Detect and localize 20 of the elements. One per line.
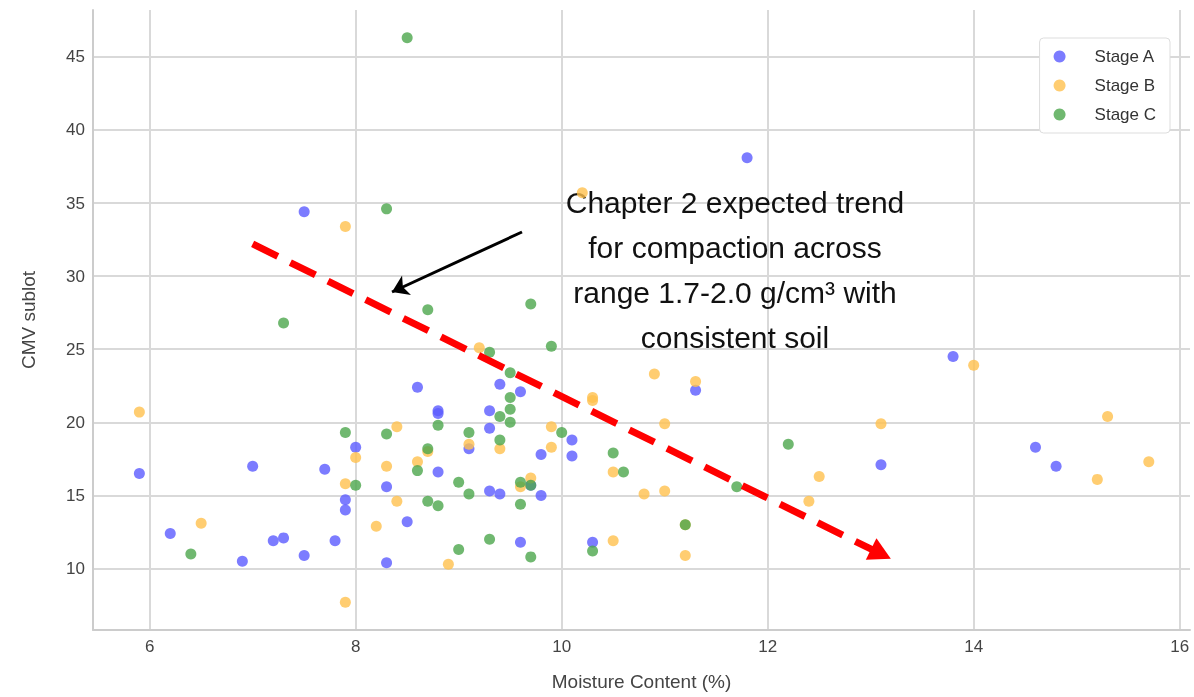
- y-tick-label: 10: [66, 559, 85, 579]
- y-tick-label: 20: [66, 412, 85, 432]
- x-tick-label: 14: [964, 637, 984, 656]
- annotation: Chapter 2 expected trend for compaction across range 1.7-2.0 g/cm³ with consistent soil: [565, 186, 905, 354]
- x-tick-label: 12: [758, 637, 778, 656]
- legend-label: Stage B: [1094, 76, 1156, 95]
- x-tick-label: 10: [552, 637, 572, 656]
- y-tick-label: 45: [66, 47, 85, 67]
- y-tick-label: 30: [66, 266, 85, 286]
- x-tick-label: 6: [144, 637, 155, 656]
- x-tick-label: 8: [350, 637, 361, 656]
- y-axis-title: CMV sublot: [18, 270, 39, 370]
- y-tick-label: 25: [66, 339, 85, 359]
- y-tick-label: 15: [66, 485, 85, 505]
- y-tick-label: 35: [66, 193, 85, 213]
- y-tick-label: 40: [66, 120, 85, 140]
- x-tick-label: 16: [1170, 637, 1190, 656]
- legend-label: Stage A: [1094, 47, 1155, 66]
- x-axis-title: Moisture Content (%): [551, 671, 732, 692]
- legend-label: Stage C: [1094, 105, 1157, 124]
